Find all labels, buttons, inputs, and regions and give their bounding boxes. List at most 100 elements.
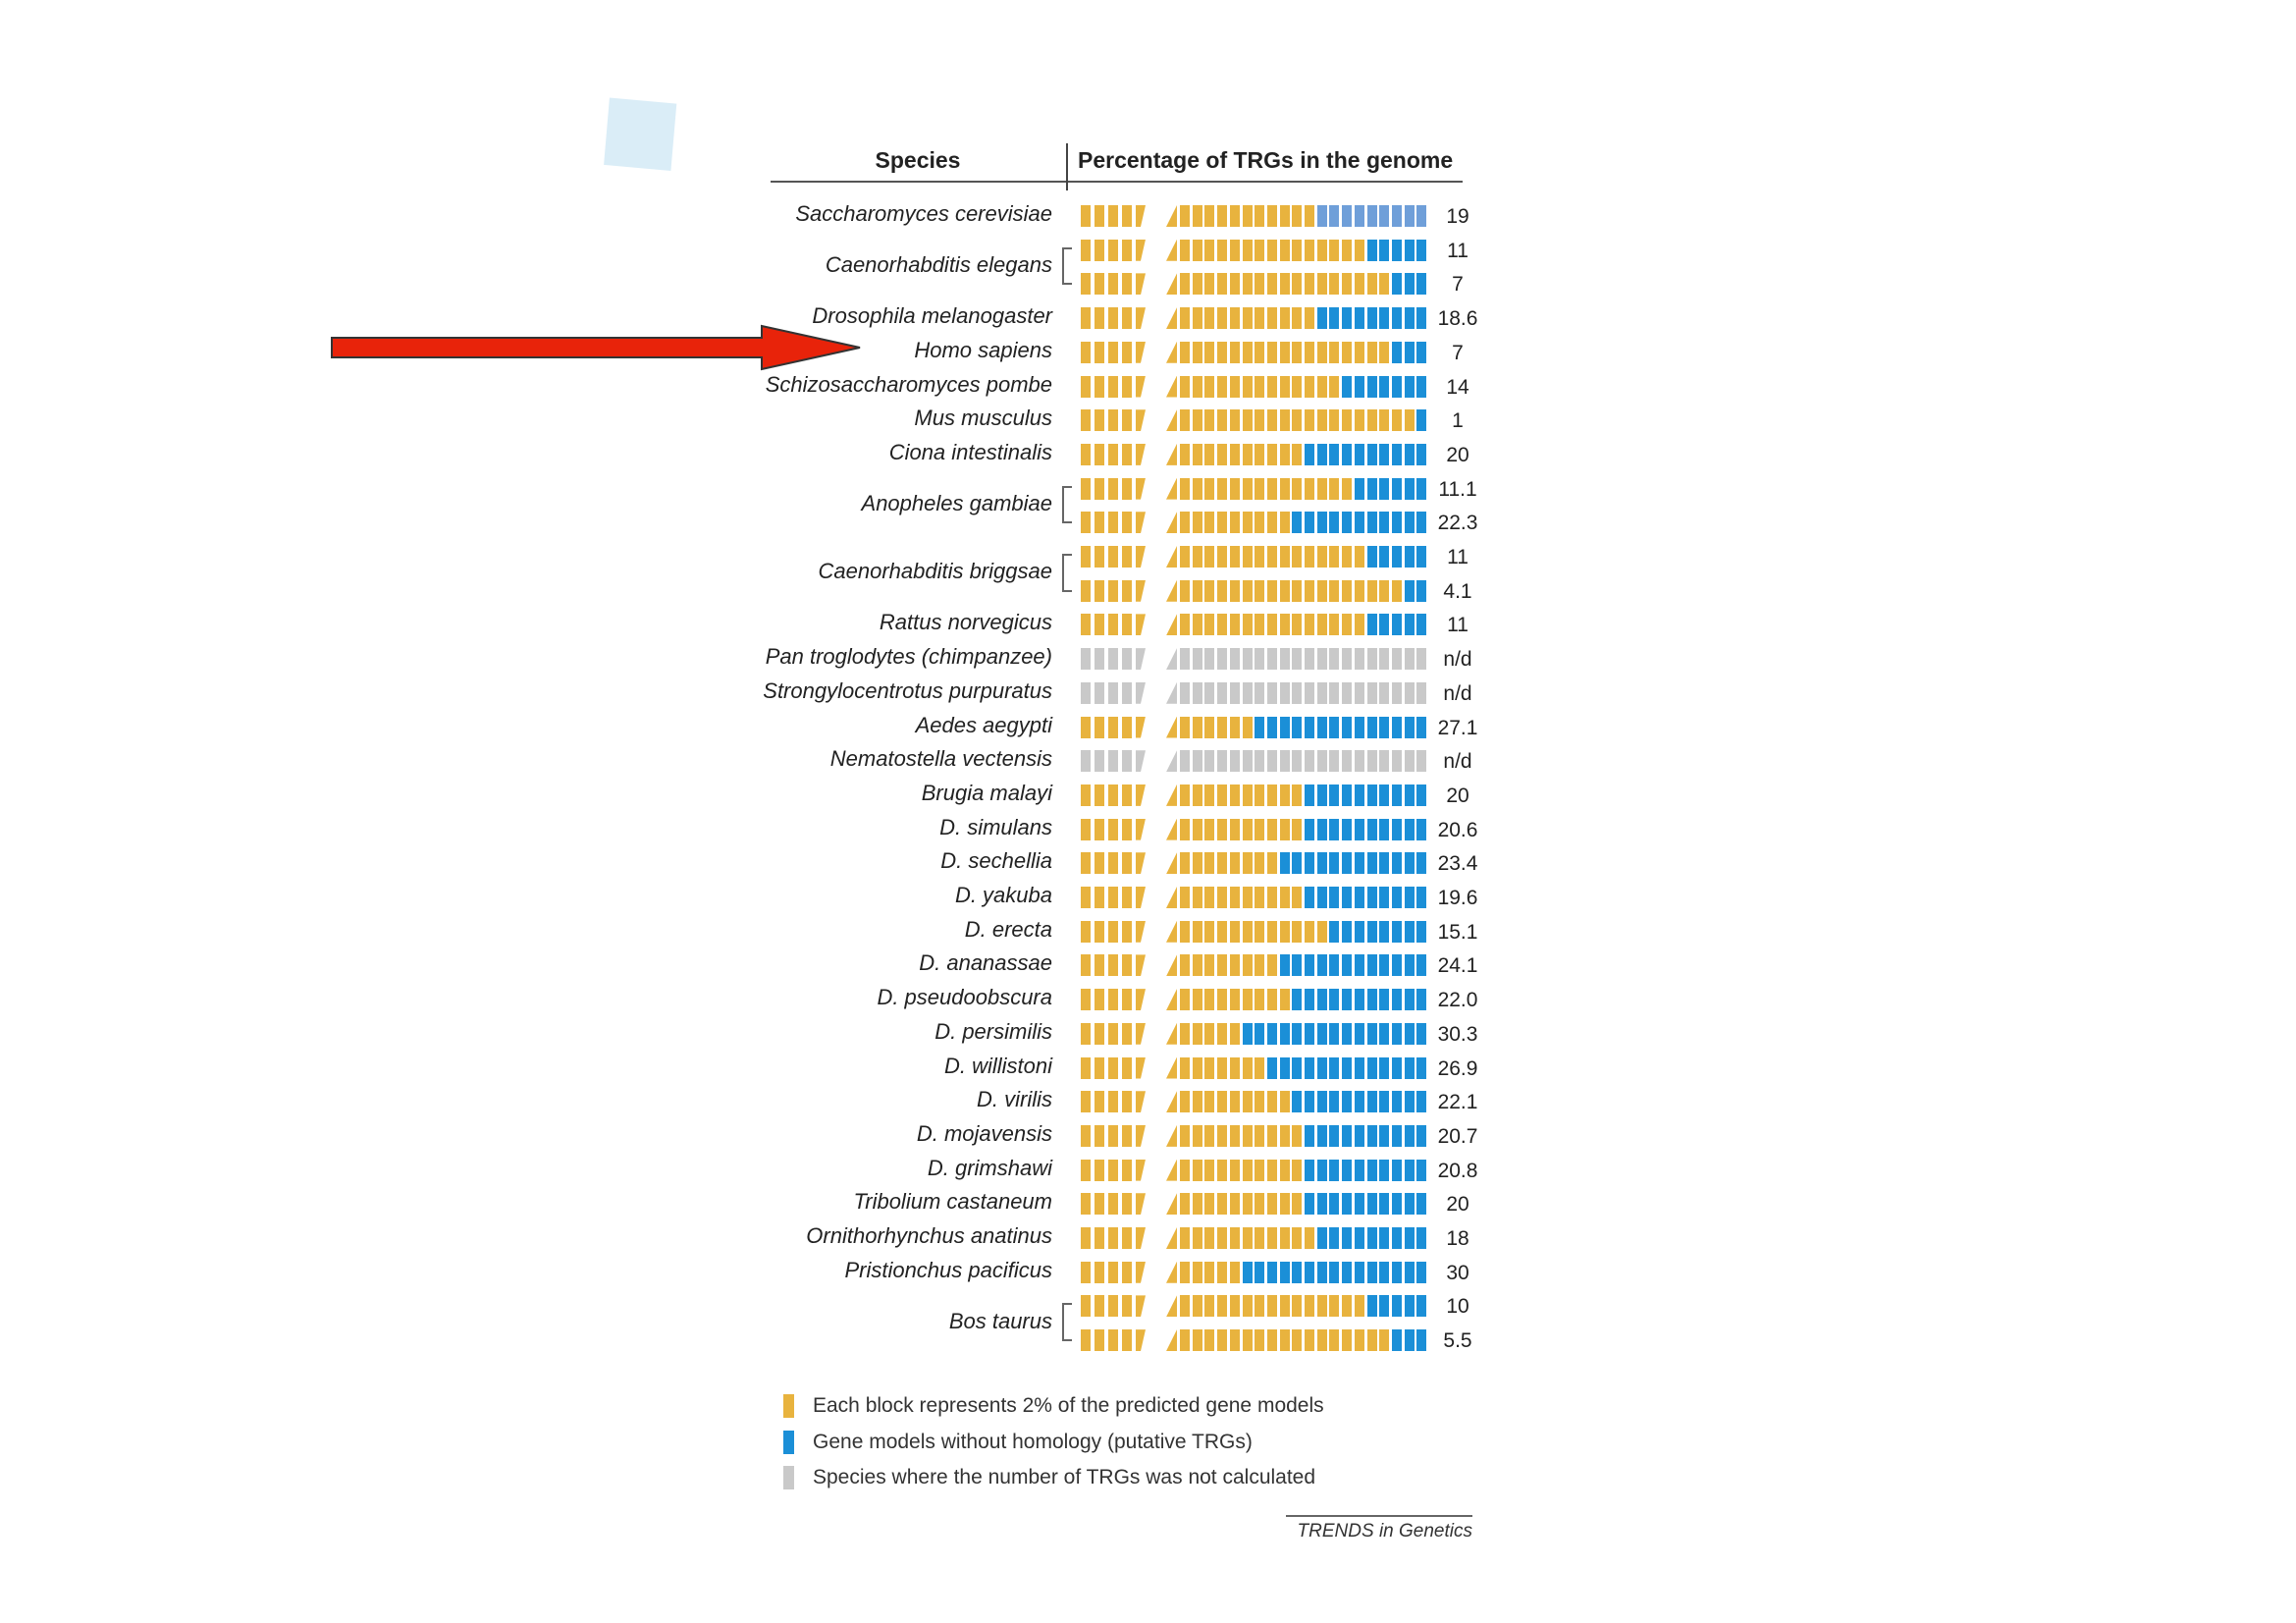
trg-block (1391, 887, 1402, 908)
block (1217, 409, 1228, 432)
block (1266, 1091, 1277, 1113)
value-label: 15.1 (1437, 920, 1478, 944)
trg-block (1329, 512, 1340, 534)
block (1342, 750, 1353, 773)
trg-block (1379, 1193, 1390, 1216)
block (1279, 205, 1290, 227)
block (1108, 239, 1118, 261)
block (1217, 307, 1228, 330)
block (1354, 546, 1364, 568)
trg-block (1305, 1091, 1314, 1113)
block (1122, 239, 1132, 261)
block (1266, 443, 1277, 465)
block (1217, 477, 1228, 500)
block (1255, 750, 1265, 773)
block (1354, 681, 1364, 704)
block-start (1166, 273, 1177, 296)
trg-block (1416, 375, 1427, 398)
block (1081, 512, 1091, 534)
block (1081, 818, 1091, 840)
block (1255, 887, 1265, 908)
block (1354, 409, 1364, 432)
block (1217, 1056, 1228, 1079)
trg-block (1366, 239, 1377, 261)
block (1095, 273, 1104, 296)
trg-block (1416, 1329, 1427, 1352)
block (1255, 1159, 1265, 1181)
block (1305, 1227, 1314, 1249)
block (1292, 1329, 1303, 1352)
block (1255, 409, 1265, 432)
block (1180, 852, 1190, 875)
block (1095, 1159, 1104, 1181)
block-start (1166, 341, 1177, 363)
trg-block (1366, 512, 1377, 534)
block (1242, 920, 1253, 943)
trg-block (1242, 1261, 1253, 1283)
block (1081, 205, 1091, 227)
block (1136, 614, 1146, 636)
trg-block (1404, 887, 1415, 908)
block (1217, 1261, 1228, 1283)
block (1217, 989, 1228, 1011)
block (1081, 681, 1091, 704)
block (1095, 818, 1104, 840)
block (1229, 784, 1240, 806)
block (1316, 750, 1327, 773)
trg-block (1354, 887, 1364, 908)
block (1204, 887, 1215, 908)
trg-block (1305, 954, 1314, 977)
block (1404, 681, 1415, 704)
trg-block (1404, 205, 1415, 227)
block (1136, 1295, 1146, 1318)
block-start (1166, 1261, 1177, 1283)
trg-block (1416, 1022, 1427, 1045)
trg-block (1416, 443, 1427, 465)
species-label: Mus musculus (914, 406, 1052, 431)
block (1122, 716, 1132, 738)
block (1136, 477, 1146, 500)
species-label: Saccharomyces cerevisiae (795, 201, 1052, 226)
block (1095, 648, 1104, 671)
block (1279, 1295, 1290, 1318)
block (1192, 681, 1202, 704)
trg-block (1329, 1193, 1340, 1216)
block (1279, 784, 1290, 806)
trg-block (1366, 205, 1377, 227)
block (1204, 239, 1215, 261)
block (1366, 579, 1377, 602)
trg-block (1404, 1022, 1415, 1045)
block (1180, 614, 1190, 636)
block-start (1166, 852, 1177, 875)
block (1204, 1124, 1215, 1147)
value-label: 24.1 (1437, 954, 1478, 978)
trg-block (1316, 1159, 1327, 1181)
block (1204, 920, 1215, 943)
trg-block (1329, 307, 1340, 330)
group-bracket (1062, 554, 1072, 592)
block (1255, 920, 1265, 943)
block (1180, 989, 1190, 1011)
block (1329, 614, 1340, 636)
block (1342, 546, 1353, 568)
block (1305, 409, 1314, 432)
trg-block (1366, 1227, 1377, 1249)
block (1217, 818, 1228, 840)
trg-block (1329, 920, 1340, 943)
trg-block (1404, 341, 1415, 363)
block (1279, 1193, 1290, 1216)
species-label: Pristionchus pacificus (844, 1257, 1052, 1282)
block (1095, 579, 1104, 602)
block (1255, 989, 1265, 1011)
block (1217, 239, 1228, 261)
block (1379, 341, 1390, 363)
value-label: 10 (1446, 1295, 1469, 1319)
species-label: Caenorhabditis elegans (825, 252, 1052, 278)
block (1266, 954, 1277, 977)
block (1217, 375, 1228, 398)
block (1180, 1295, 1190, 1318)
species-label: Ornithorhynchus anatinus (806, 1223, 1052, 1248)
block (1108, 443, 1118, 465)
header-divider (1066, 143, 1068, 190)
block (1136, 1091, 1146, 1113)
